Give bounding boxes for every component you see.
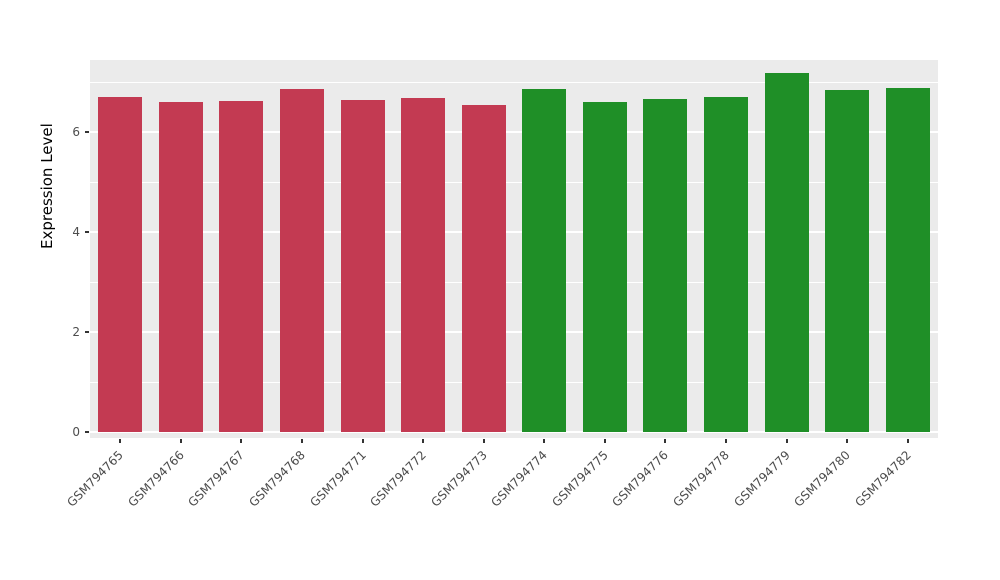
x-tick-label: GSM794767 [185,448,248,510]
gridline-minor [90,181,938,183]
gridline-major [90,431,938,433]
bar [401,98,445,432]
y-tick-mark [85,231,89,234]
x-tick-label: GSM794768 [246,448,308,510]
x-tick-label: GSM794782 [852,448,914,510]
gridline-major [90,331,938,334]
x-tick-mark [603,439,606,443]
chart-panel [90,60,938,438]
bar [583,102,627,432]
bar [280,89,324,432]
x-tick-mark [240,439,243,443]
y-tick-label: 0 [72,425,80,439]
x-tick-label: GSM794772 [367,448,430,510]
x-tick-mark [361,439,364,443]
bar [98,97,142,432]
bar [522,89,566,432]
x-tick-mark [119,439,122,443]
bar [765,73,809,432]
gridline-minor [90,281,938,283]
x-tick-label: GSM794774 [488,448,551,510]
x-tick-label: GSM794773 [428,448,490,510]
x-tick-label: GSM794775 [549,448,611,510]
x-tick-label: GSM794778 [670,448,732,510]
x-tick-mark [785,439,788,443]
bar [462,105,506,432]
x-tick-label: GSM794779 [730,448,793,510]
x-tick-mark [543,439,546,443]
x-tick-mark [301,439,303,443]
gridline-minor [90,381,938,383]
x-tick-label: GSM794780 [791,448,854,510]
x-tick-mark [846,439,849,443]
bar [341,100,385,432]
x-tick-label: GSM794771 [306,448,369,510]
y-tick-label: 2 [72,325,80,340]
y-tick-label: 6 [72,125,80,140]
bar [886,88,930,432]
y-tick-mark [85,431,89,433]
x-tick-mark [664,439,667,443]
gridline-major [90,231,938,234]
x-tick-mark [179,439,182,443]
x-tick-mark [422,439,425,443]
x-tick-mark [906,439,909,443]
bar [704,97,748,432]
x-tick-label: GSM794776 [609,448,672,510]
x-tick-label: GSM794765 [64,448,127,510]
x-tick-mark [725,439,727,443]
bar [643,99,687,432]
bar [159,102,203,432]
gridline-major [90,131,938,134]
bar [219,101,263,432]
x-tick-label: GSM794766 [125,448,187,510]
y-tick-mark [85,331,89,334]
gridline-minor [90,81,938,83]
bar [825,90,869,432]
y-tick-label: 4 [72,225,80,240]
x-tick-mark [482,439,485,443]
y-tick-mark [85,131,89,134]
